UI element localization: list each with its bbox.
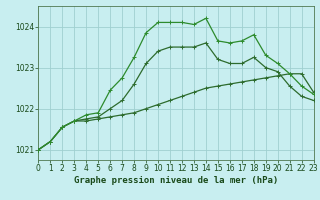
X-axis label: Graphe pression niveau de la mer (hPa): Graphe pression niveau de la mer (hPa) bbox=[74, 176, 278, 185]
